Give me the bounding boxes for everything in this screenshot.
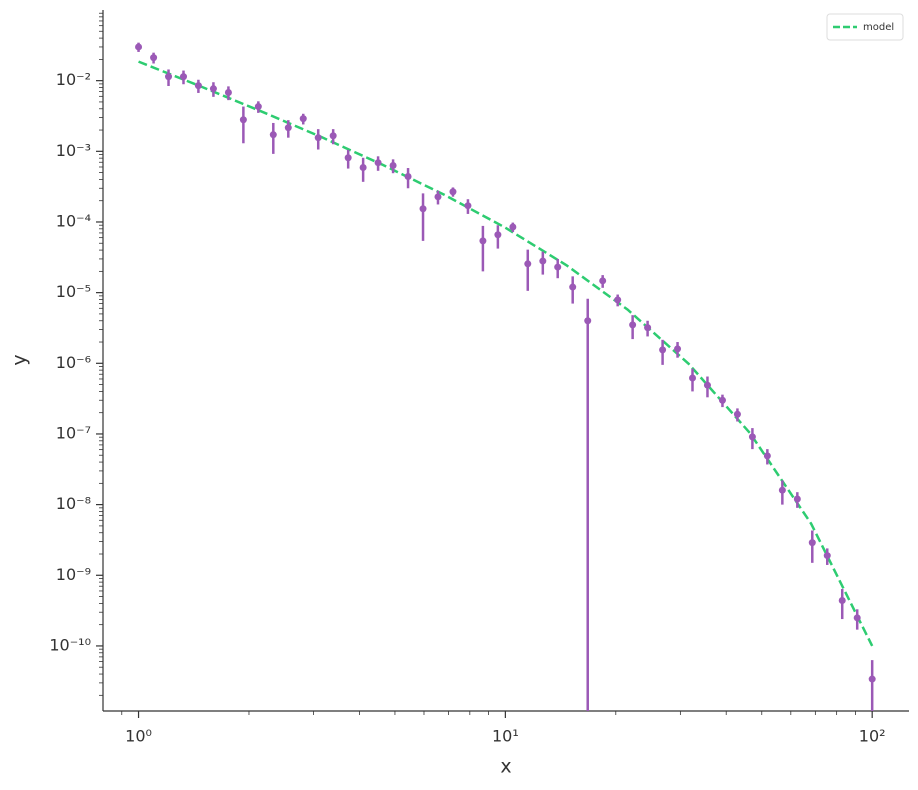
x-tick-label: 10² [859, 727, 886, 746]
data-point [194, 82, 202, 90]
data-point [599, 277, 607, 285]
data-point [524, 260, 532, 268]
data-point [479, 237, 487, 245]
data-point [389, 161, 397, 169]
data-point [838, 596, 846, 604]
data-point [748, 433, 756, 441]
data-point [659, 346, 667, 354]
y-tick-label: 10⁻⁴ [56, 211, 91, 230]
y-tick-label: 10⁻⁹ [56, 565, 91, 584]
data-point [209, 85, 217, 93]
data-point [434, 193, 442, 201]
data-point [644, 324, 652, 332]
y-axis-label: y [9, 354, 31, 365]
data-point [733, 410, 741, 418]
y-tick-label: 10⁻⁵ [56, 282, 91, 301]
data-point [165, 73, 173, 81]
data-point [584, 317, 592, 325]
data-point [314, 134, 322, 142]
data-point [224, 88, 232, 96]
data-point [539, 257, 547, 265]
data-point [554, 263, 562, 271]
data-point [239, 116, 247, 124]
y-tick-label: 10⁻¹⁰ [49, 635, 91, 654]
y-tick-label: 10⁻⁷ [56, 423, 91, 442]
data-point [464, 202, 472, 210]
data-point [254, 103, 262, 111]
data-point [688, 374, 696, 382]
data-point [135, 43, 143, 51]
data-point [853, 614, 861, 622]
y-tick-label: 10⁻³ [56, 141, 91, 160]
model-line [138, 60, 874, 647]
y-tick-label: 10⁻² [56, 70, 91, 89]
data-point [419, 205, 427, 213]
y-tick-label: 10⁻⁶ [56, 353, 91, 372]
data-point [299, 115, 307, 123]
legend-label: model [863, 22, 894, 33]
y-tick-label: 10⁻⁸ [56, 494, 91, 513]
data-point [808, 539, 816, 547]
x-tick-label: 10¹ [492, 727, 519, 746]
legend: model [826, 13, 904, 41]
data-point [823, 552, 831, 560]
data-point [793, 495, 801, 503]
x-tick-label: 10⁰ [125, 727, 152, 746]
data-point [374, 159, 382, 167]
data-point [404, 173, 412, 181]
data-point [718, 396, 726, 404]
data-point [614, 296, 622, 304]
data-point [778, 486, 786, 494]
data-point [763, 452, 771, 460]
data-point [284, 124, 292, 132]
data-point [269, 131, 277, 139]
x-axis-label: x [500, 756, 511, 778]
data-point [359, 164, 367, 172]
data-point [703, 381, 711, 389]
data-point [629, 321, 637, 329]
data-point [449, 188, 457, 196]
data-point [494, 231, 502, 239]
data-point [569, 283, 577, 291]
data-point [868, 675, 876, 683]
data-point [674, 345, 682, 353]
data-point [329, 132, 337, 140]
data-point [509, 223, 517, 231]
data-point [150, 54, 158, 62]
data-point [179, 73, 187, 81]
data-point [344, 154, 352, 162]
legend-box [826, 13, 904, 41]
